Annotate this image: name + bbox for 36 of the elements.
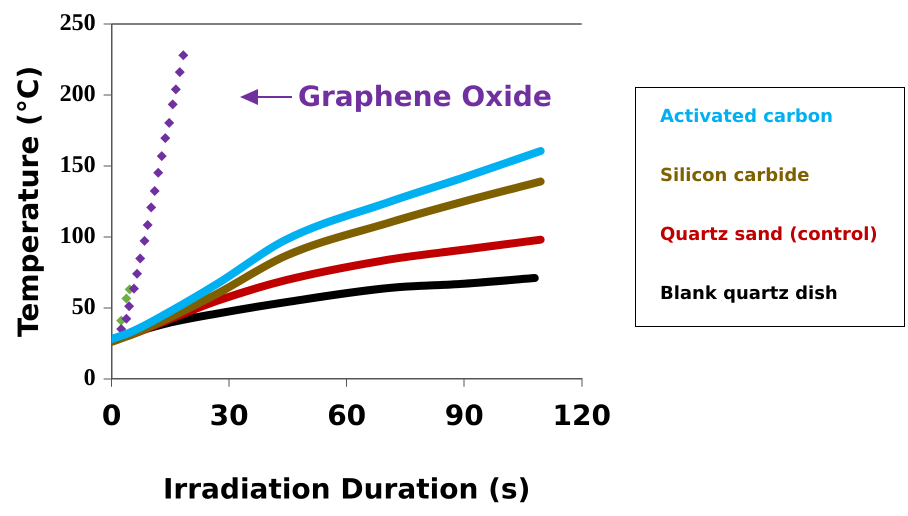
text: Silicon carbide	[660, 165, 810, 188]
point	[132, 268, 142, 279]
point	[121, 293, 132, 304]
y-axis-title: Temperature (°C)	[12, 66, 46, 338]
point	[140, 236, 150, 246]
point	[146, 202, 156, 212]
x-tick-label: 30	[210, 398, 249, 432]
y-tick-label: 250	[60, 10, 96, 36]
point	[178, 50, 188, 60]
y-tick-label: 150	[60, 152, 96, 178]
point	[156, 151, 167, 162]
point	[170, 84, 181, 94]
point	[142, 220, 153, 230]
y-tick-label: 50	[72, 294, 96, 320]
point	[150, 186, 160, 196]
point	[164, 118, 174, 128]
x-tick-label: 120	[552, 398, 612, 432]
y-tick-label: 0	[84, 365, 96, 392]
text: Activated carbon	[660, 106, 834, 129]
annotation: Graphene Oxide	[298, 80, 552, 113]
text: Quartz sand (control)	[660, 224, 879, 247]
point	[121, 314, 132, 324]
y-tick-label: 200	[60, 81, 96, 108]
point	[174, 67, 185, 78]
point	[124, 301, 134, 312]
x-tick-label: 60	[327, 398, 366, 432]
x-axis-title: Irradiation Duration (s)	[162, 472, 530, 506]
y-tick-label: 100	[60, 223, 96, 250]
x-tick-label: 0	[102, 398, 122, 432]
point	[128, 284, 139, 294]
point	[160, 133, 170, 144]
point	[153, 168, 164, 178]
point	[135, 253, 146, 264]
x-tick-label: 90	[444, 398, 484, 432]
text: Blank quartz dish	[660, 283, 839, 306]
point	[168, 99, 178, 110]
